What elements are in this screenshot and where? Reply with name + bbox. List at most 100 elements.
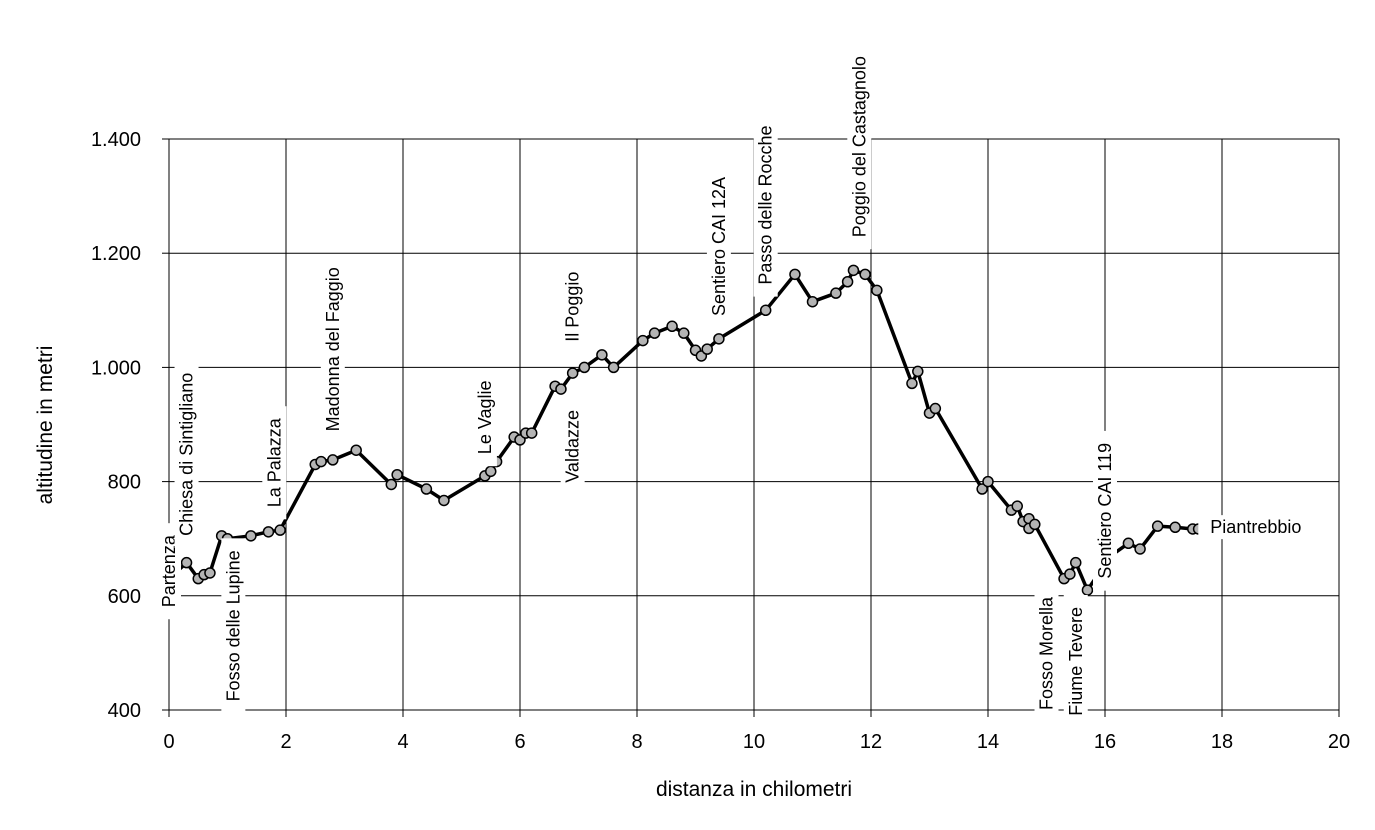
waypoint-label-background [1063, 594, 1088, 728]
waypoint-label-background [560, 259, 585, 354]
elevation-point [1029, 518, 1041, 531]
elevation-points [163, 264, 1205, 596]
x-tick-label: 20 [1328, 731, 1350, 753]
x-tick-label: 10 [743, 731, 765, 753]
elevation-point [607, 361, 620, 374]
elevation-point [1134, 543, 1146, 555]
elevation-point [315, 455, 327, 468]
x-tick-label: 6 [514, 731, 525, 753]
elevation-point [666, 320, 678, 333]
waypoint-label-text: Partenza [159, 534, 179, 607]
waypoint-label-text: Poggio del Castagnolo [849, 56, 869, 237]
x-tick-label: 14 [977, 731, 999, 753]
elevation-point [648, 327, 661, 339]
elevation-point [438, 494, 450, 507]
y-tick-label: 1.000 [91, 357, 141, 379]
elevation-point [906, 377, 918, 390]
waypoint-label-text: Fiume Tevere [1066, 607, 1086, 716]
y-tick-label: 1.400 [91, 129, 141, 151]
waypoint-label: Valdazze [560, 398, 585, 495]
y-tick-label: 600 [108, 586, 141, 608]
y-tick-labels: 400 600 800 1.000 1.200 1.400 [91, 129, 141, 722]
x-tick-labels: 0 2 4 6 8 10 12 14 16 18 20 [163, 731, 1350, 753]
elevation-point [806, 295, 819, 308]
elevation-point [759, 304, 772, 317]
waypoint-label-background [174, 360, 199, 548]
elevation-point [1122, 537, 1135, 550]
x-axis-label: distanza in chilometri [656, 778, 852, 801]
elevation-point [327, 454, 339, 466]
waypoint-label-text: Madonna del Faggio [323, 267, 343, 431]
elevation-point [713, 333, 725, 345]
y-tick-label: 400 [108, 700, 141, 722]
elevation-point [982, 475, 994, 488]
elevation-point [1151, 520, 1164, 532]
elevation-point [391, 468, 403, 481]
waypoint-label-text: Fosso Morella [1037, 596, 1057, 710]
waypoint-label-text: Passo delle Rocche [756, 126, 776, 285]
elevation-point [912, 365, 924, 378]
waypoint-label: Piantrebbio [1198, 515, 1314, 540]
elevation-point [245, 530, 257, 542]
elevation-point [525, 427, 538, 439]
elevation-point [1070, 556, 1082, 569]
waypoint-label: Chiesa di Sintigliano [174, 360, 199, 548]
elevation-point [859, 268, 871, 281]
waypoint-label: Il Poggio [560, 259, 585, 354]
waypoint-label: La Palazza [262, 406, 287, 520]
waypoint-label-background [262, 406, 287, 520]
elevation-point [274, 524, 286, 536]
waypoint-label-text: La Palazza [264, 417, 284, 507]
waypoint-label: Fiume Tevere [1063, 594, 1088, 728]
waypoint-label-background [1093, 430, 1117, 591]
waypoint-label: Sentiero CAI 12A [706, 164, 731, 329]
elevation-point [555, 383, 567, 395]
x-tick-label: 18 [1211, 731, 1233, 753]
waypoint-label: Madonna del Faggio [320, 255, 345, 444]
elevation-point [485, 465, 497, 478]
y-axis-label: altitudine in metri [34, 346, 57, 505]
x-tick-label: 2 [280, 731, 291, 753]
elevation-point [204, 567, 216, 579]
waypoint-label-text: Valdazze [563, 410, 583, 483]
waypoint-label-text: Fosso delle Lupine [223, 550, 243, 701]
elevation-point [578, 361, 591, 374]
waypoint-label-text: Sentiero CAI 12A [709, 177, 729, 316]
elevation-point [350, 444, 362, 456]
waypoint-label-text: Sentiero CAI 119 [1095, 443, 1115, 579]
elevation-point [566, 367, 579, 379]
waypoint-label-background [753, 113, 778, 297]
waypoint-label-text: Piantrebbio [1210, 517, 1301, 537]
x-tick-label: 16 [1094, 731, 1116, 753]
elevation-point [262, 526, 275, 538]
y-tick-label: 800 [108, 472, 141, 494]
x-tick-label: 12 [860, 731, 882, 753]
waypoint-label-background [560, 398, 585, 495]
waypoint-label: Fosso Morella [1034, 584, 1059, 722]
elevation-point [385, 478, 398, 491]
elevation-point [789, 268, 801, 281]
waypoint-label: Le Vaglie [472, 368, 497, 467]
elevation-point [847, 264, 860, 277]
elevation-point [929, 402, 942, 415]
waypoint-label-background [221, 538, 246, 714]
elevation-point [1064, 568, 1076, 580]
elevation-point [420, 483, 433, 495]
elevation-point [701, 343, 713, 355]
elevation-point [976, 483, 988, 495]
y-tick-label: 1.200 [91, 243, 141, 265]
elevation-point [678, 327, 690, 339]
elevation-point [637, 334, 649, 347]
elevation-point [1011, 500, 1023, 512]
waypoint-label-text: Il Poggio [563, 272, 583, 342]
waypoint-label-background [472, 368, 497, 467]
waypoint-label: Fosso delle Lupine [221, 538, 246, 714]
waypoint-label-background [706, 164, 731, 329]
waypoint-label-background [847, 44, 872, 250]
waypoint-label: Passo delle Rocche [753, 113, 778, 297]
elevation-point [596, 349, 608, 361]
x-tick-label: 4 [397, 731, 408, 753]
waypoint-label-background [1034, 584, 1059, 722]
